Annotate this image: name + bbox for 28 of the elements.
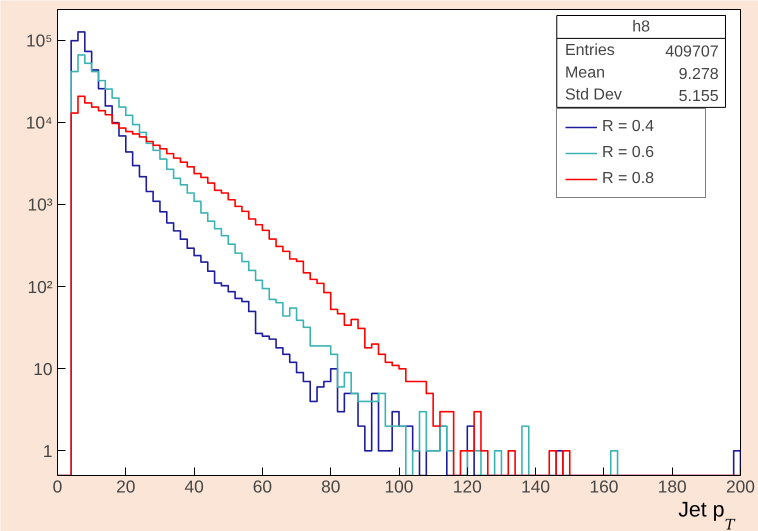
annotation: Mean	[564, 64, 605, 82]
x-tick-label: 80	[321, 476, 340, 496]
x-tick-label: 100	[384, 476, 414, 496]
x-tick-label: 120	[452, 476, 482, 496]
x-tick-label: 140	[521, 476, 550, 496]
legend-label: R = 0.8	[602, 170, 656, 188]
legend-label: R = 0.4	[602, 118, 656, 136]
y-tick-label: 10⁴	[26, 112, 53, 133]
x-axis-title: Jet pT	[678, 498, 736, 531]
y-tick-label: 1	[42, 440, 53, 461]
x-tick-label: 200	[726, 476, 755, 496]
y-tick-label: 10²	[27, 276, 53, 297]
y-tick-label: 10⁵	[26, 30, 53, 51]
annotation: Std Dev	[564, 86, 622, 104]
annotation: Entries	[564, 42, 615, 60]
annotation: 5.155	[678, 88, 719, 106]
x-tick-label: 60	[252, 476, 272, 496]
annotation: 409707	[665, 44, 719, 61]
x-tick-label: 160	[589, 476, 618, 496]
y-tick-label: 10	[33, 358, 53, 379]
x-tick-label: 180	[658, 476, 687, 496]
legend-label: R = 0.6	[602, 144, 656, 162]
x-tick-label: 0	[52, 476, 62, 496]
y-tick-label: 10³	[27, 194, 53, 215]
annotation: 9.278	[678, 66, 719, 83]
x-tick-label: 20	[116, 476, 136, 496]
x-tick-label: 40	[184, 476, 204, 496]
text: h8	[632, 18, 650, 36]
